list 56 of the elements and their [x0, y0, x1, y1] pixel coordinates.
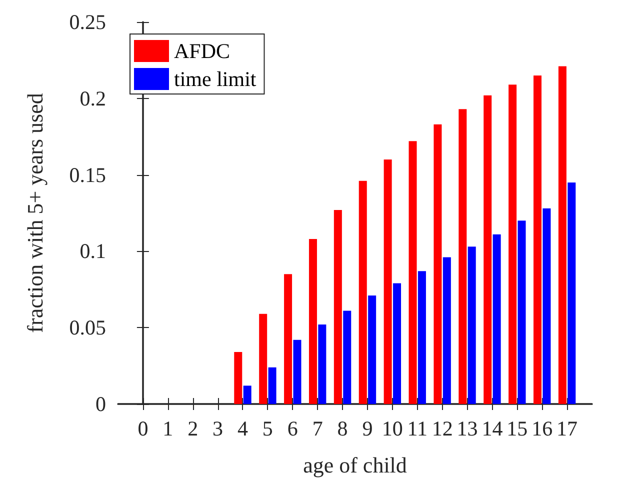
bar	[268, 367, 276, 404]
x-tick-label: 4	[237, 416, 248, 440]
y-tick-label: 0	[96, 392, 106, 416]
bar	[368, 296, 376, 404]
bar	[484, 95, 492, 404]
y-tick-label: 0.2	[80, 86, 106, 110]
bar	[243, 386, 252, 404]
bar	[468, 246, 476, 404]
x-tick-label: 7	[312, 416, 323, 440]
x-tick-label: 3	[212, 416, 224, 440]
bar	[568, 182, 576, 404]
y-axis-title: fraction with 5+ years used	[22, 93, 48, 333]
x-tick-label: 15	[506, 416, 528, 440]
bar	[358, 180, 367, 404]
bar	[442, 257, 451, 404]
y-tick-label: 0.25	[69, 10, 106, 34]
y-tick-label: 0.1	[80, 239, 106, 264]
bar	[508, 84, 517, 404]
x-tick-label: 2	[188, 416, 198, 440]
bar	[293, 340, 302, 404]
bar	[418, 271, 426, 404]
bar	[558, 66, 566, 404]
x-tick-label: 14	[482, 416, 504, 440]
legend-label: time limit	[174, 67, 256, 91]
legend-label: AFDC	[174, 39, 230, 63]
bar	[318, 324, 326, 404]
bar	[408, 141, 417, 404]
x-tick-label: 6	[287, 416, 298, 440]
bar	[434, 124, 442, 404]
x-tick-label: 10	[382, 416, 403, 440]
x-tick-label: 17	[556, 416, 578, 440]
bar	[334, 210, 342, 404]
bar	[534, 75, 542, 404]
bar	[384, 160, 392, 404]
bar	[492, 234, 501, 404]
bar	[393, 283, 402, 404]
bar	[458, 109, 467, 404]
x-tick-label: 0	[138, 416, 148, 440]
x-tick-label: 9	[362, 416, 373, 440]
bar	[542, 208, 551, 404]
x-tick-label: 13	[456, 416, 478, 440]
bar	[308, 238, 317, 404]
x-tick-label: 11	[407, 416, 428, 440]
y-tick-label: 0.05	[69, 316, 106, 340]
bar	[518, 220, 526, 404]
x-tick-label: 1	[162, 416, 174, 440]
bar	[259, 314, 268, 404]
x-tick-label: 12	[432, 416, 453, 440]
bar	[284, 274, 292, 404]
x-axis-title: age of child	[303, 452, 407, 478]
y-tick-label: 0.15	[69, 162, 106, 187]
bar	[343, 310, 352, 404]
bar	[234, 352, 242, 404]
x-tick-label: 5	[262, 416, 273, 440]
x-tick-label: 16	[532, 416, 553, 440]
x-tick-label: 8	[337, 416, 348, 440]
